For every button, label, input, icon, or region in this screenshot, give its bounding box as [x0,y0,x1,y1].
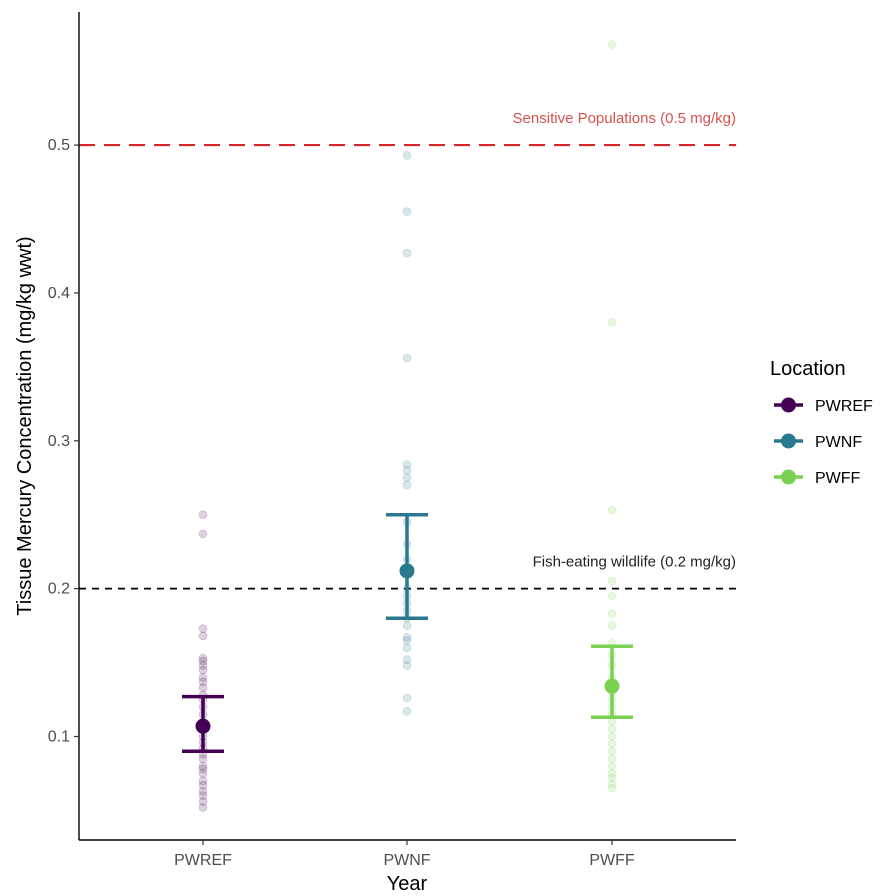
data-point-pwref-24 [198,769,208,778]
data-point-pwnf-5 [402,465,412,475]
x-tick-label-0: PWREF [174,852,232,869]
data-point-pwff-17 [607,724,617,734]
data-point-pwff-24 [607,773,617,783]
mean-point-pwref [195,718,211,734]
mean-point-pwnf [399,563,415,579]
data-point-pwff-22 [607,761,617,771]
data-point-pwnf-2 [402,248,412,258]
y-tick-label-2: 0.3 [48,433,70,450]
data-point-pwref-5 [198,656,208,666]
data-point-pwref-8 [198,672,208,682]
legend-label-pwref: PWREF [815,398,873,415]
data-point-pwref-0 [198,510,208,520]
data-point-pwff-2 [607,505,617,515]
data-point-pwnf-21 [402,655,412,665]
data-point-pwref-1 [198,529,208,539]
data-point-pwref-27 [198,786,208,796]
plot-area: Sensitive Populations (0.5 mg/kg) Fish-ea… [79,40,736,812]
data-point-pwff-1 [607,318,617,327]
data-point-pwff-26 [607,783,617,793]
data-point-pwref-3 [198,631,208,641]
data-point-pwnf-6 [402,473,412,483]
data-point-pwref-21 [198,754,208,764]
data-point-pwref-23 [198,764,208,774]
y-tick-label-0: 0.1 [48,729,70,746]
legend-label-pwff: PWFF [815,470,861,487]
data-point-pwnf-17 [402,621,412,631]
data-point-pwnf-1 [402,207,412,217]
data-point-pwff-6 [607,621,617,631]
data-point-pwff-3 [607,576,617,586]
legend-title: Location [770,358,846,380]
legend-key-point-pwnf [781,433,796,449]
data-point-pwnf-23 [402,693,412,703]
data-point-pwnf-24 [402,706,412,716]
data-point-pwnf-3 [402,353,412,363]
axes: 0.1 0.2 0.3 0.4 0.5 PWREF PWNF PWFF [48,137,635,869]
reference-line-label-0: Sensitive Populations (0.5 mg/kg) [513,110,736,127]
data-point-pwref-25 [198,776,208,786]
legend-key-point-pwff [781,469,796,485]
data-point-pwref-30 [198,803,208,812]
data-point-pwff-0 [607,40,617,49]
data-point-pwref-22 [198,761,208,771]
reference-line-label-1: Fish-eating wildlife (0.2 mg/kg) [533,554,736,571]
data-point-pwnf-18 [402,633,412,642]
data-point-pwnf-4 [402,460,412,469]
data-point-pwff-5 [607,609,617,619]
data-point-pwref-4 [198,653,208,663]
y-tick-label-1: 0.2 [48,581,70,598]
data-point-pwff-18 [607,732,617,741]
data-point-pwff-19 [607,739,617,749]
x-axis-title: Year [387,873,428,895]
y-tick-label-3: 0.4 [48,285,70,302]
legend-label-pwnf: PWNF [815,434,862,451]
data-point-pwref-9 [198,677,208,687]
data-point-pwff-20 [607,746,617,756]
data-point-pwnf-22 [402,661,412,670]
mean-point-pwff [604,678,620,694]
data-point-pwnf-0 [402,151,412,160]
data-point-pwff-4 [607,591,617,601]
data-point-pwref-10 [198,683,208,693]
data-point-pwref-7 [198,665,208,675]
data-point-pwnf-7 [402,480,412,490]
data-point-pwref-6 [198,661,208,670]
data-point-pwff-21 [607,754,617,764]
legend: Location PWREF PWNF PWFF [770,358,873,487]
legend-key-point-pwref [781,397,796,413]
data-point-pwnf-19 [402,635,412,645]
data-point-pwff-25 [607,779,617,789]
data-point-pwnf-20 [402,643,412,653]
data-point-pwff-23 [607,769,617,778]
data-point-pwref-29 [198,797,208,806]
x-tick-label-2: PWFF [589,852,635,869]
y-axis-title: Tissue Mercury Concentration (mg/kg wwt) [14,236,36,615]
data-point-pwref-26 [198,780,208,790]
x-tick-label-1: PWNF [383,852,430,869]
data-point-pwref-28 [198,791,208,801]
y-tick-label-4: 0.5 [48,137,70,154]
data-point-pwref-2 [198,624,208,633]
